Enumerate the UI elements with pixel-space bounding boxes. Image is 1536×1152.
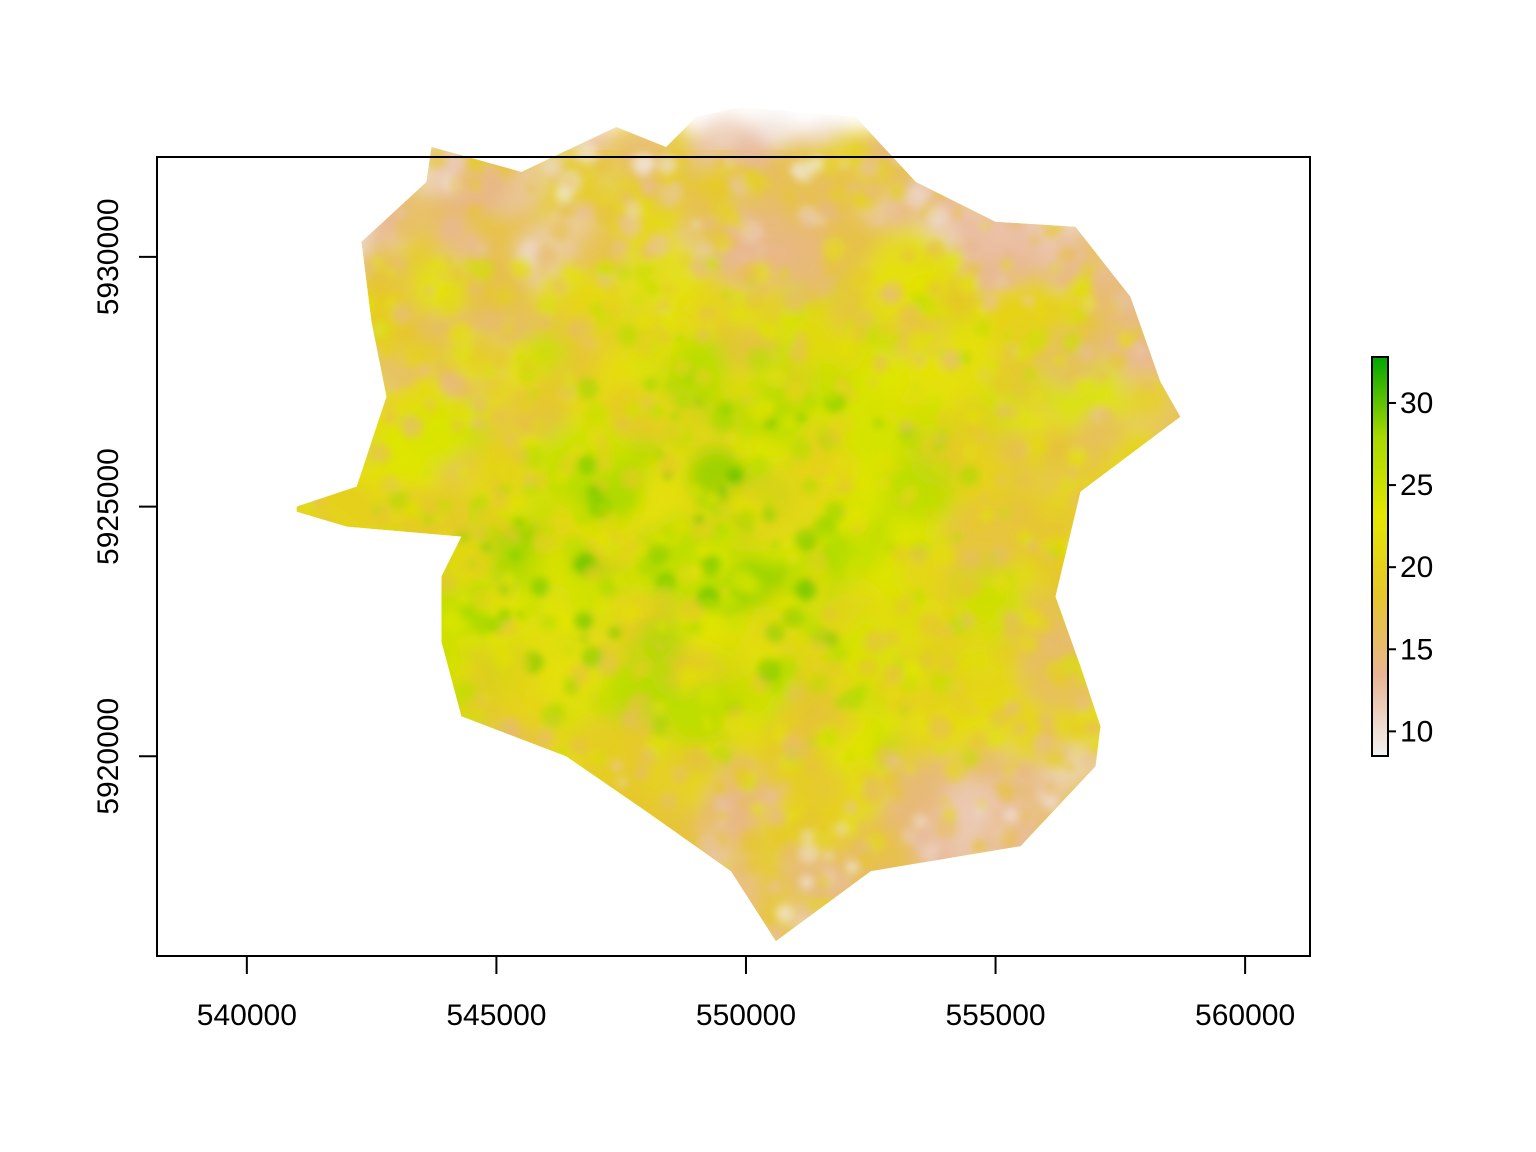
legend-tick-label: 10 bbox=[1400, 715, 1433, 748]
x-tick-label: 550000 bbox=[696, 999, 796, 1032]
legend-tick-label: 30 bbox=[1400, 387, 1433, 420]
x-tick-label: 545000 bbox=[446, 999, 546, 1032]
y-tick-label: 5930000 bbox=[92, 198, 125, 315]
y-tick-label: 5920000 bbox=[92, 698, 125, 815]
raster-map bbox=[296, 109, 1181, 942]
y-axis: 5920000 5925000 5930000 bbox=[92, 198, 158, 815]
x-tick-label: 540000 bbox=[197, 999, 297, 1032]
y-tick-label: 5925000 bbox=[92, 448, 125, 565]
x-axis: 540000 545000 550000 555000 560000 bbox=[197, 955, 1295, 1032]
x-tick-label: 555000 bbox=[945, 999, 1045, 1032]
x-tick-label: 560000 bbox=[1195, 999, 1295, 1032]
legend-color-bar bbox=[1371, 356, 1389, 757]
legend-tick-label: 20 bbox=[1400, 551, 1433, 584]
legend-tick-label: 25 bbox=[1400, 469, 1433, 502]
color-legend: 10 15 20 25 30 bbox=[1371, 356, 1433, 757]
legend-tick-label: 15 bbox=[1400, 633, 1433, 666]
